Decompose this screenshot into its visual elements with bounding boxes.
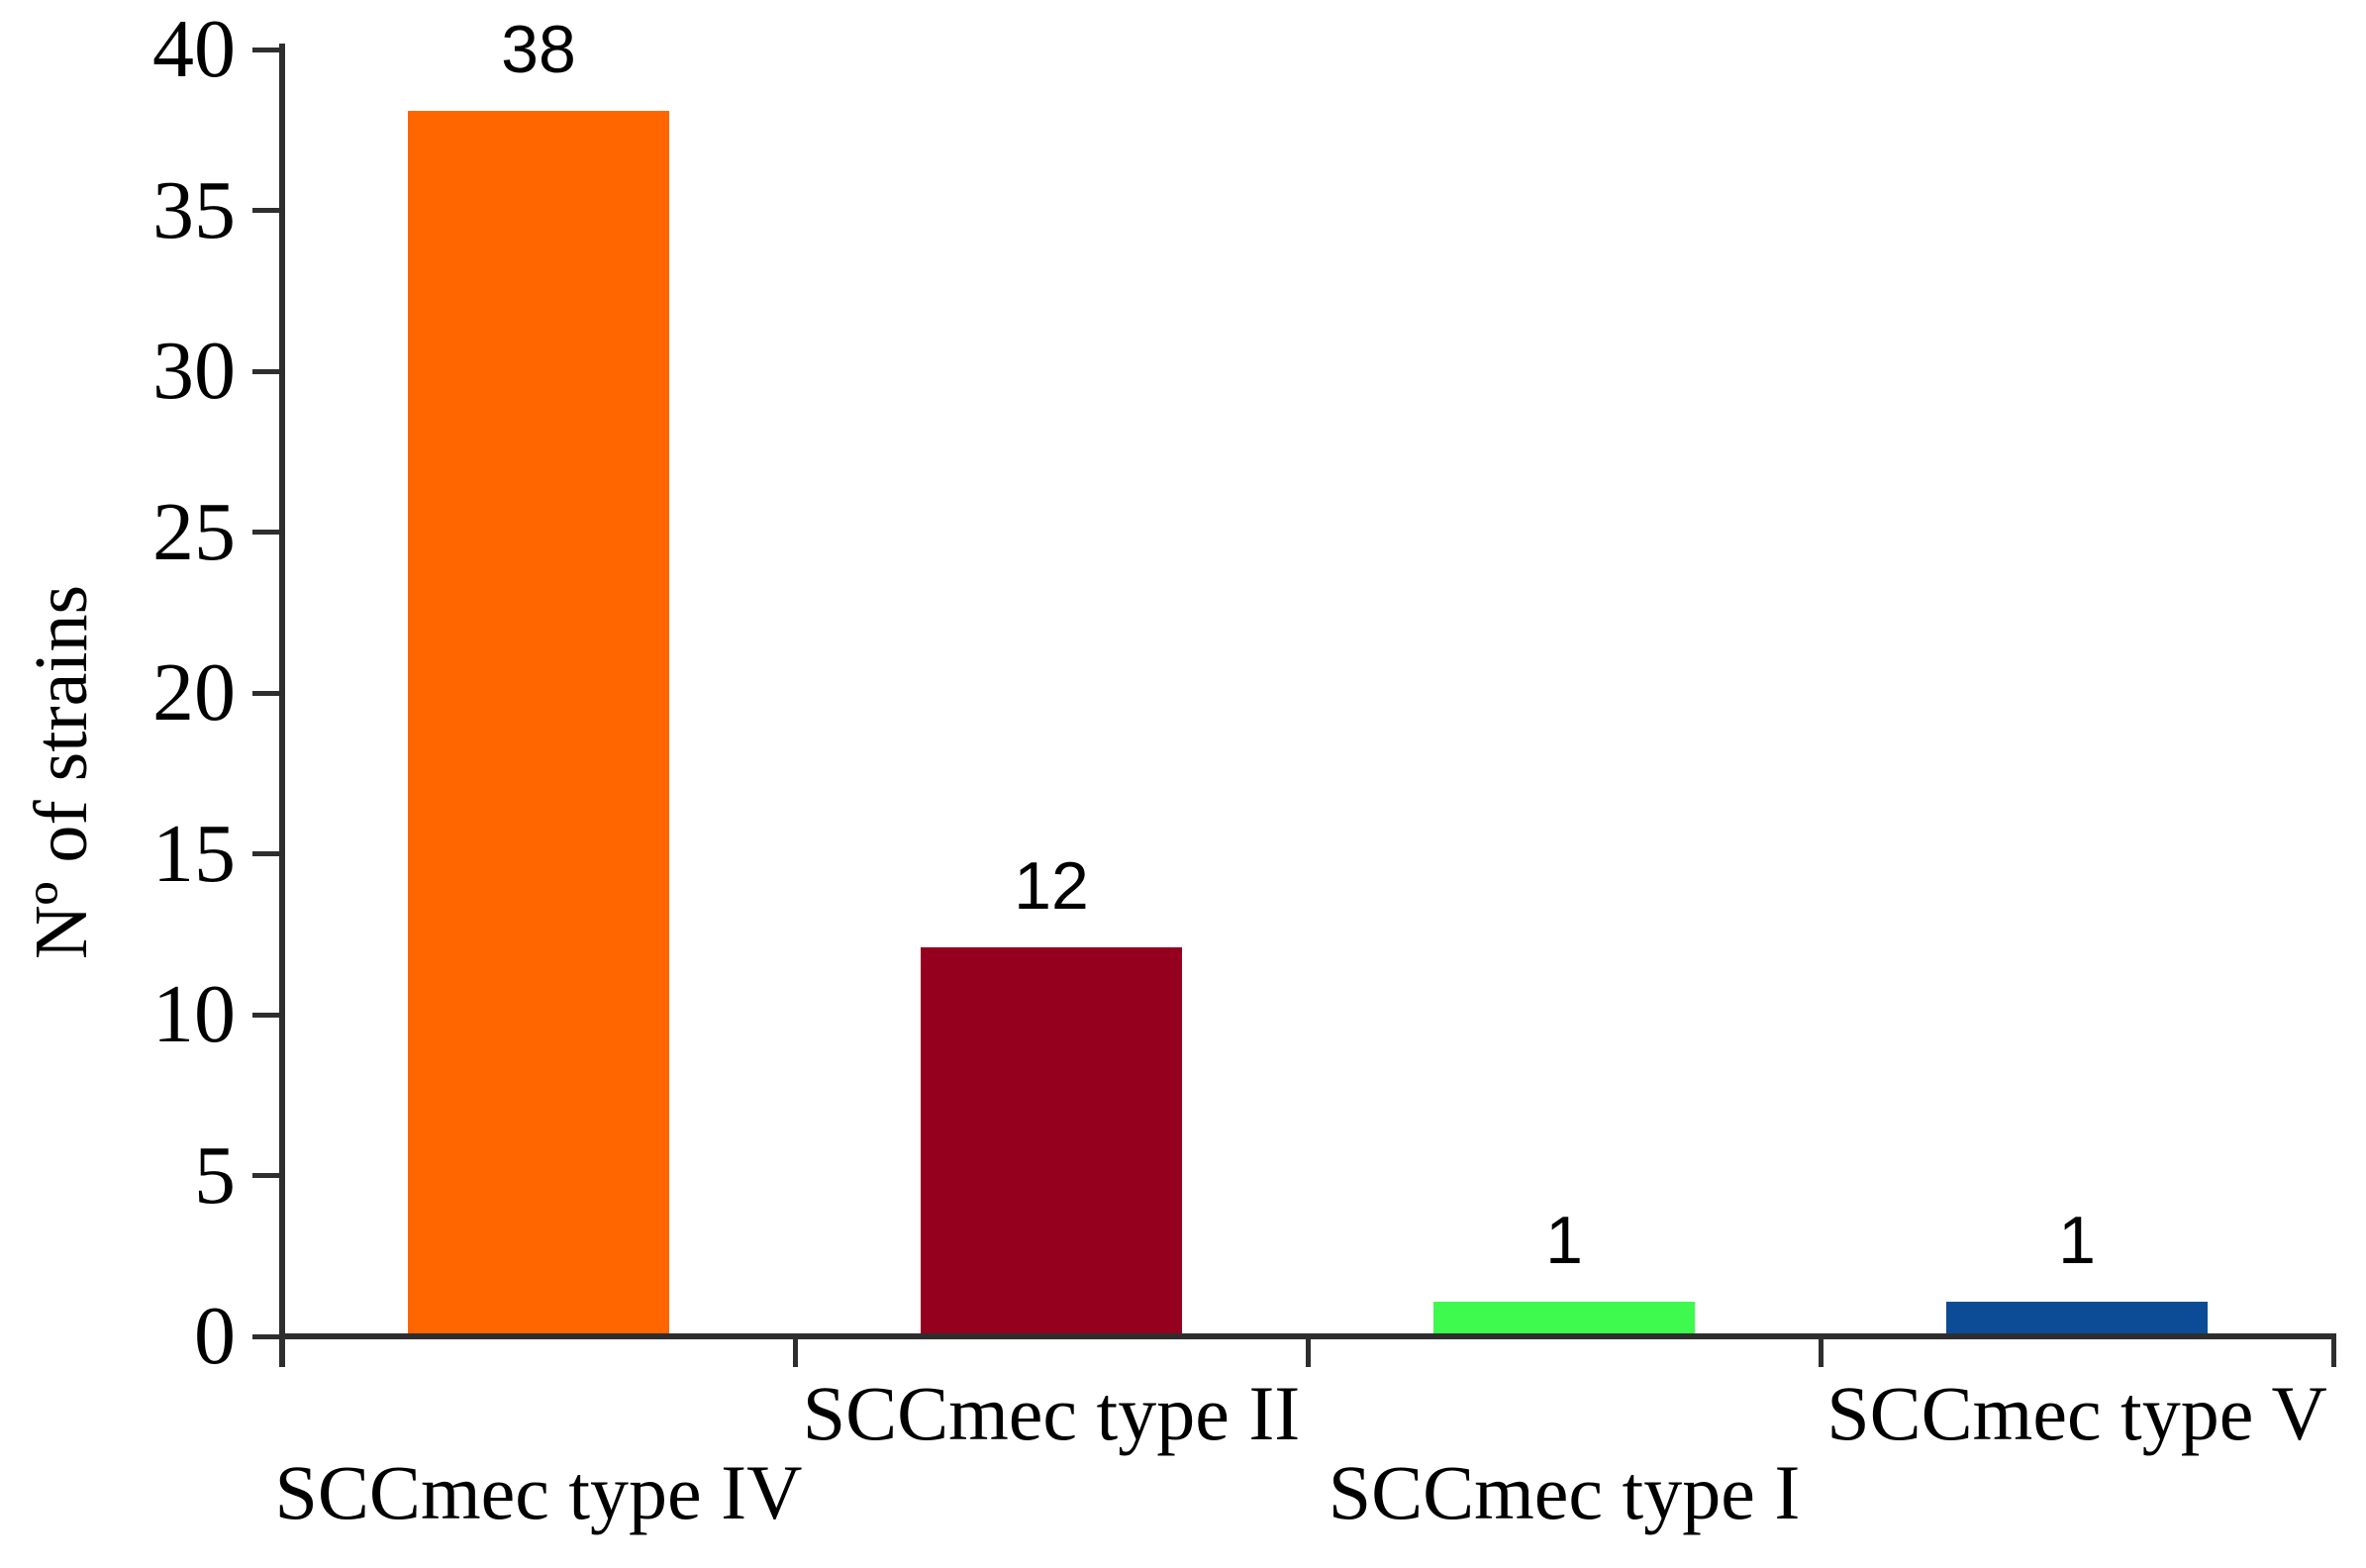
bar-value-label: 38 <box>501 12 576 87</box>
bar-value-label: 1 <box>2058 1202 2096 1278</box>
y-tick-label: 5 <box>194 1128 236 1222</box>
x-tick <box>1818 1339 1824 1367</box>
bar-4 <box>1946 1301 2208 1333</box>
y-tick <box>252 690 282 696</box>
x-tick <box>279 1339 285 1367</box>
y-tick-label: 0 <box>194 1290 236 1382</box>
bar-3 <box>1433 1301 1695 1333</box>
y-tick <box>252 530 282 535</box>
x-category-label: SCCmec type V <box>1826 1370 2327 1456</box>
x-category-label: SCCmec type I <box>1328 1449 1801 1535</box>
y-tick-label: 40 <box>152 3 236 95</box>
y-tick <box>252 208 282 213</box>
bar-value-label: 1 <box>1545 1202 1583 1278</box>
x-axis-line <box>279 1333 2336 1339</box>
y-tick-label: 10 <box>152 968 236 1060</box>
x-tick <box>1305 1339 1311 1367</box>
bar-2 <box>921 947 1182 1333</box>
x-tick <box>792 1339 798 1367</box>
y-tick-label: 30 <box>152 325 236 417</box>
bar-value-label: 12 <box>1014 848 1089 924</box>
x-category-label: SCCmec type IV <box>274 1449 803 1535</box>
y-tick-label: 15 <box>152 807 236 900</box>
y-tick-label: 25 <box>152 485 236 578</box>
x-tick <box>2330 1339 2336 1367</box>
y-tick <box>252 368 282 374</box>
y-tick <box>252 1012 282 1018</box>
y-tick-label: 20 <box>152 646 236 738</box>
y-axis-line <box>279 44 285 1367</box>
y-tick-label: 35 <box>152 163 236 256</box>
y-tick <box>252 1173 282 1178</box>
y-tick <box>252 1333 282 1339</box>
y-tick <box>252 47 282 52</box>
y-axis-title: Nº of strains <box>20 584 103 960</box>
y-tick <box>252 851 282 856</box>
bar-1 <box>408 111 669 1333</box>
x-category-label: SCCmec type II <box>802 1370 1301 1456</box>
